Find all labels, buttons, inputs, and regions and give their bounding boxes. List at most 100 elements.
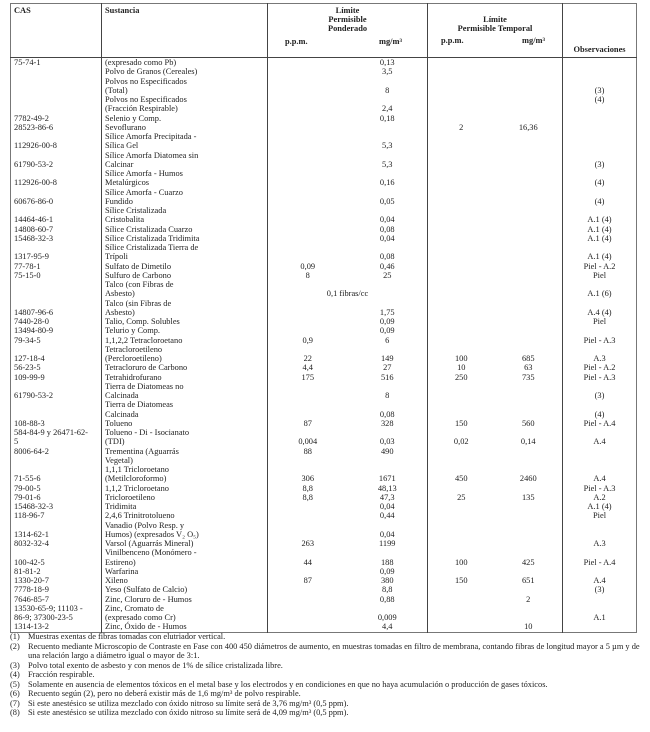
table-row: 79-34-5 1,1,2,2 Tetracloroetano 0,9 6 Piel -… — [10, 335, 638, 345]
observations-cell: Piel - A.3 — [562, 335, 638, 345]
ppm-cell — [267, 224, 348, 234]
ppm-cell: 87 — [267, 418, 348, 428]
table-row: 7778-18-9 Yeso (Sulfato de Calcio) 8,8 (3) — [10, 585, 638, 595]
ppm-cell — [267, 206, 348, 216]
temporal-mg-cell — [495, 511, 563, 520]
mg-cell — [348, 456, 428, 465]
observations-cell: A.1 (4) — [562, 224, 638, 234]
footnotes: (1) Muestras exentas de fibras tomadas co… — [10, 632, 640, 718]
observations-cell: A.3 — [562, 539, 638, 549]
observations-cell — [562, 622, 638, 632]
footnote-number: (5) — [10, 679, 20, 689]
temporal-mg-cell — [495, 521, 563, 530]
ppm-cell — [267, 76, 348, 86]
substance-cell: Zinc, Cromato de — [101, 603, 268, 613]
temporal-ppm-cell — [427, 196, 495, 206]
temporal-ppm-cell — [427, 280, 495, 290]
substance-cell: Xileno — [101, 576, 268, 586]
footnote-number: (1) — [10, 632, 20, 641]
mg-cell — [348, 521, 428, 530]
temporal-ppm-cell — [427, 169, 495, 179]
observations-cell — [562, 122, 638, 132]
mg-cell: 8 — [385, 391, 390, 400]
substance-cell: Metalúrgicos — [101, 178, 268, 188]
mg-cell: 0,09 — [379, 566, 395, 576]
ppm-cell: 87 — [267, 576, 348, 586]
observations-cell — [562, 455, 638, 465]
substance-cell: Asbesto) — [101, 307, 268, 317]
temporal-mg-cell: 135 — [521, 492, 535, 502]
header-mg: mg/m³ — [379, 37, 402, 46]
table-row: 14807-96-6 Asbesto) 1,75 A.4 (4) — [10, 307, 638, 317]
temporal-mg-cell — [495, 530, 563, 539]
table-row: 7440-28-0 Talio, Comp. Solubles 0,09 Piel — [10, 317, 638, 327]
table-row: 75-74-1 (expresado como Pb) 0,13 — [10, 57, 638, 68]
table-row: 79-00-5 1,1,2 Tricloroetano 8,8 48,13 Piel -… — [10, 483, 638, 493]
table-row: 108-88-3 Tolueno 87 328 150 560 Piel - A.4 — [10, 418, 638, 428]
substance-cell: (Total) — [101, 85, 268, 95]
substance-cell: Estireno) — [101, 557, 268, 567]
substance-cell: Trementina (Aguarrás — [101, 446, 268, 456]
ppm-cell — [267, 67, 348, 77]
ppm-cell — [267, 113, 348, 123]
temporal-mg-cell — [495, 104, 563, 113]
cas-cell: 61790-53-2 — [10, 159, 102, 169]
observations-cell: A.4 (4) — [562, 307, 638, 317]
temporal-mg-cell: 425 — [521, 557, 535, 567]
substance-cell: Varsol (Aguarrás Mineral) — [101, 539, 268, 549]
observations-cell — [562, 381, 638, 391]
temporal-mg-cell — [495, 86, 563, 95]
mg-cell: 3,5 — [382, 67, 393, 77]
ppm-cell — [267, 622, 348, 632]
cas-cell: 28523-86-6 — [10, 122, 102, 132]
table-row: 77-78-1 Sulfato de Dimetilo 0,09 0,46 Piel -… — [10, 261, 638, 271]
temporal-mg-cell — [495, 188, 563, 197]
substance-cell: Telurio y Comp. — [101, 326, 268, 336]
substance-cell: Sílice Cristalizada — [101, 206, 268, 216]
temporal-ppm-cell — [427, 529, 495, 539]
ppm-cell — [267, 104, 348, 114]
ppm-cell — [267, 141, 348, 151]
table-row: 100-42-5 Estireno) 44 188 100 425 Piel - A.4 — [10, 557, 638, 567]
temporal-mg-cell: 735 — [521, 372, 535, 382]
ppm-cell — [267, 252, 348, 262]
temporal-ppm-cell — [427, 307, 495, 317]
table-row: Vanadio (Polvo Resp. y — [10, 520, 638, 530]
mg-cell: 1671 — [378, 474, 396, 484]
ppm-cell — [267, 95, 348, 105]
ppm-cell — [267, 169, 348, 179]
temporal-ppm-cell — [427, 270, 495, 280]
temporal-ppm-cell: 2 — [427, 122, 495, 132]
temporal-ppm-cell — [427, 381, 495, 391]
observations-cell: Piel - A.3 — [562, 372, 638, 382]
table-row: Sílice Cristalizada Tierra de — [10, 243, 638, 253]
observations-cell: (3) — [562, 585, 638, 595]
mg-cell: 2,4 — [382, 104, 393, 114]
substance-cell: Tolueno — [101, 418, 268, 428]
cas-cell: 584-84-9 y 26471-62- — [10, 428, 102, 438]
table-row: 1314-62-1 Humos) (expresados V₂ O₅) 0,04 — [10, 529, 638, 539]
footnote-number: (8) — [10, 708, 20, 717]
table-row: 15468-32-3 Tridimita 0,04 A.1 (4) — [10, 502, 638, 512]
mg-cell — [348, 345, 428, 354]
ppm-cell: 8 — [267, 270, 348, 280]
observations-cell — [562, 326, 638, 336]
cas-cell: 1317-95-9 — [10, 252, 102, 262]
ppm-cell — [267, 511, 348, 521]
substance-cell: (Percloroetileno) — [101, 354, 268, 364]
substance-cell: Sílice Amorfa Diatomea sin — [101, 150, 268, 160]
footnote-number: (6) — [10, 689, 20, 698]
table-row: 1330-20-7 Xileno 87 380 150 651 A.4 — [10, 576, 638, 586]
footnote-text: Si este anestésico se utiliza mezclado c… — [28, 698, 349, 708]
table-row: 7782-49-2 Selenio y Comp. 0,18 — [10, 113, 638, 123]
temporal-ppm-cell — [427, 233, 495, 243]
mg-cell: 0,08 — [379, 409, 395, 419]
mg-cell — [348, 206, 428, 215]
substance-cell: Zinc, Óxido de - Humos — [101, 622, 268, 632]
observations-cell: (4) — [562, 196, 638, 206]
temporal-ppm-cell: 0,02 — [427, 437, 495, 447]
footnote: (1) Muestras exentas de fibras tomadas co… — [10, 632, 640, 642]
temporal-ppm-cell: 450 — [427, 474, 495, 484]
mg-cell — [348, 280, 428, 289]
cas-cell: 7440-28-0 — [10, 317, 102, 327]
